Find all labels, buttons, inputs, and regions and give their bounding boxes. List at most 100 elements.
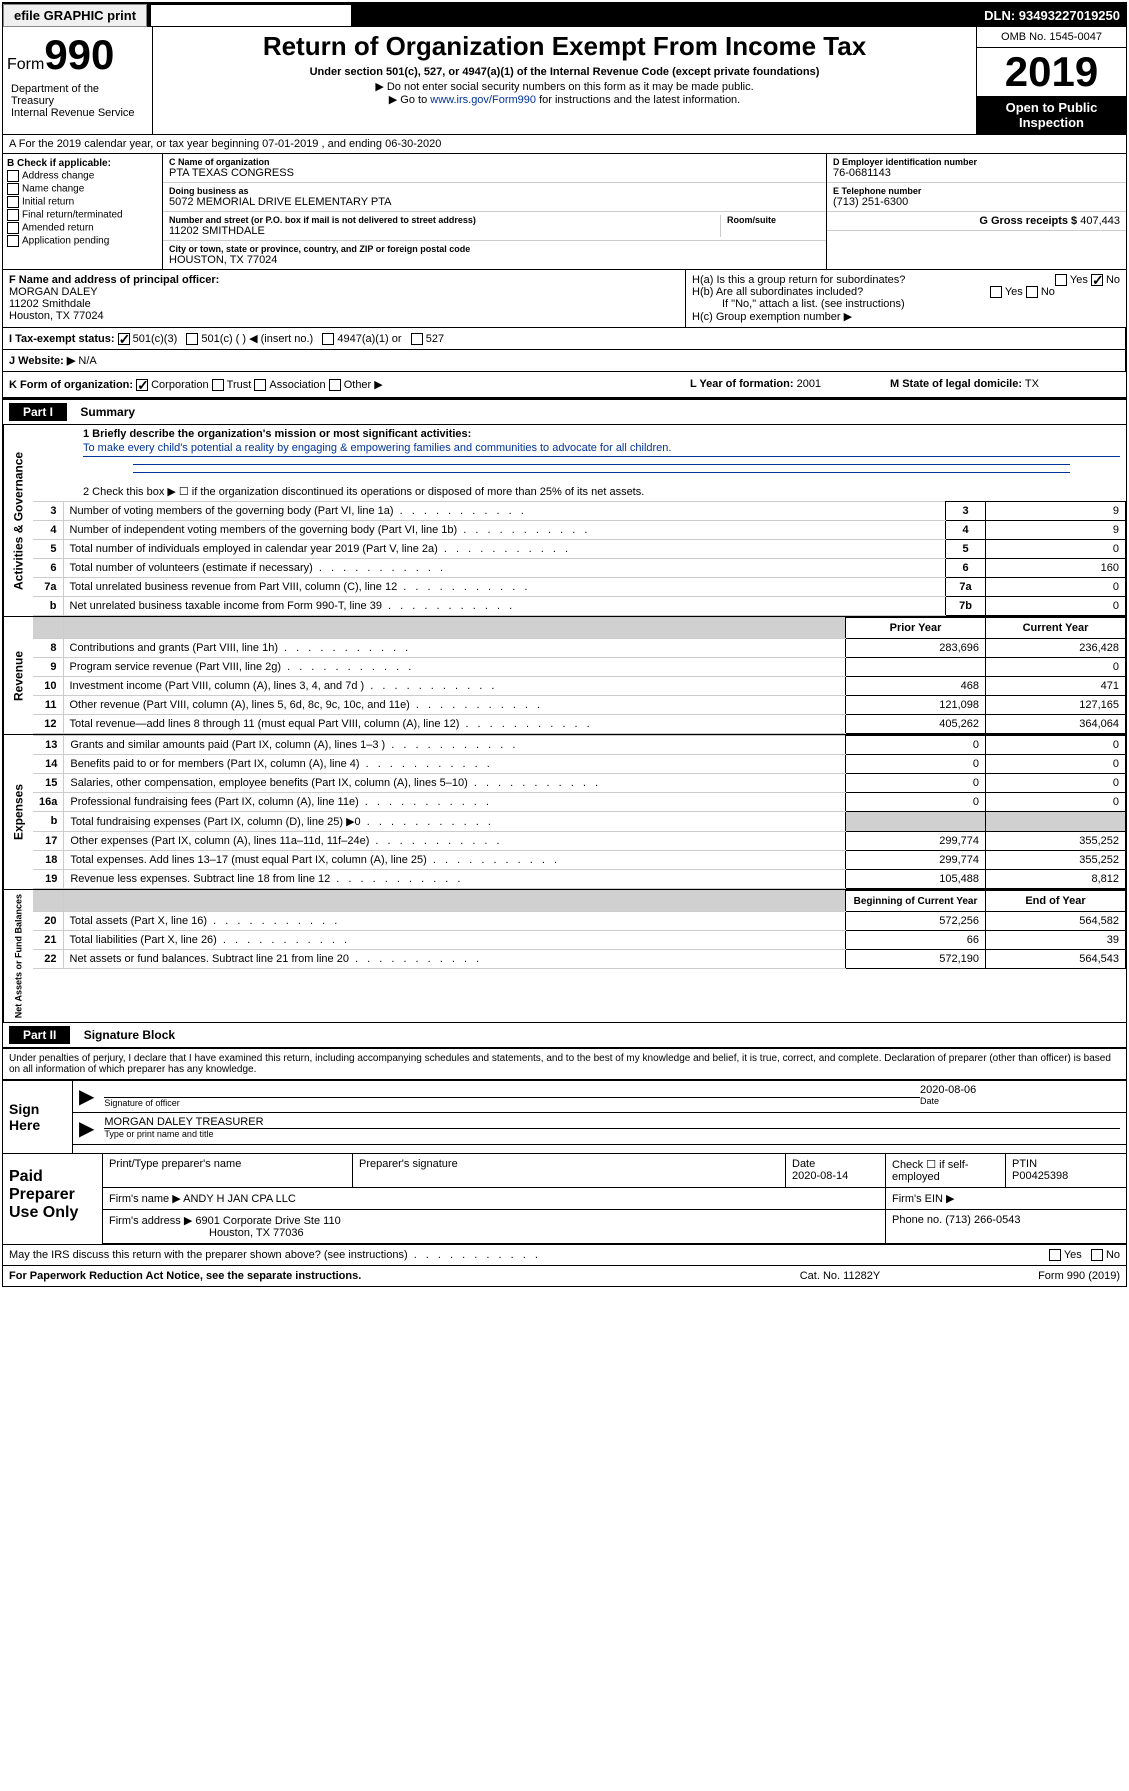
subtitle-1: Under section 501(c), 527, or 4947(a)(1)… <box>157 66 972 78</box>
name-arrow-icon: ▶ <box>79 1116 94 1141</box>
net-assets-table: Beginning of Current YearEnd of Year20To… <box>33 890 1126 969</box>
website-value: N/A <box>78 355 96 367</box>
expenses-table: 13Grants and similar amounts paid (Part … <box>33 735 1126 889</box>
print-name-label: Type or print name and title <box>104 1129 1120 1139</box>
revenue-table: Prior YearCurrent Year8Contributions and… <box>33 617 1126 734</box>
dln-label: DLN: 93493227019250 <box>984 8 1126 23</box>
form-footer: Form 990 (2019) <box>940 1270 1120 1282</box>
form-title: Return of Organization Exempt From Incom… <box>157 31 972 62</box>
dba-label: Doing business as <box>169 186 820 196</box>
room-label: Room/suite <box>727 215 820 225</box>
officer-addr2: Houston, TX 77024 <box>9 310 104 322</box>
application-pending-checkbox[interactable] <box>7 235 19 247</box>
website-label: J Website: ▶ <box>9 355 75 367</box>
corp-checkbox[interactable] <box>136 379 148 391</box>
open-public-badge: Open to PublicInspection <box>977 96 1126 134</box>
address-value: 11202 SMITHDALE <box>169 225 720 237</box>
line-2-checkbox-text: 2 Check this box ▶ ☐ if the organization… <box>33 482 1126 501</box>
hb-no-checkbox[interactable] <box>1026 286 1038 298</box>
ha-yes-checkbox[interactable] <box>1055 274 1067 286</box>
year-formation: 2001 <box>797 378 821 390</box>
signature-label: Signature of officer <box>104 1098 920 1108</box>
part-2-title: Signature Block <box>84 1028 175 1042</box>
firm-phone: (713) 266-0543 <box>945 1214 1020 1226</box>
form-org-label: K Form of organization: <box>9 379 133 391</box>
city-value: HOUSTON, TX 77024 <box>169 254 820 266</box>
hc-label: H(c) Group exemption number ▶ <box>692 310 1120 323</box>
officer-label: F Name and address of principal officer: <box>9 274 219 286</box>
paid-preparer-label: Paid Preparer Use Only <box>3 1154 103 1244</box>
assoc-checkbox[interactable] <box>254 379 266 391</box>
side-label-expenses: Expenses <box>3 735 33 889</box>
tax-year: 2019 <box>977 48 1126 96</box>
governance-table: 3Number of voting members of the governi… <box>33 501 1126 616</box>
hb-label: H(b) Are all subordinates included? <box>692 286 863 298</box>
irs-link[interactable]: www.irs.gov/Form990 <box>430 94 536 106</box>
ptin-value: P00425398 <box>1012 1170 1068 1182</box>
501c3-checkbox[interactable] <box>118 333 130 345</box>
trust-checkbox[interactable] <box>212 379 224 391</box>
section-b-checkboxes: B Check if applicable: Address change Na… <box>3 154 163 269</box>
part-1-title: Summary <box>80 405 135 419</box>
address-change-checkbox[interactable] <box>7 170 19 182</box>
officer-print-name: MORGAN DALEY TREASURER <box>104 1116 1120 1129</box>
ein-label: D Employer identification number <box>833 157 1120 167</box>
firm-name: ANDY H JAN CPA LLC <box>183 1193 296 1205</box>
ha-label: H(a) Is this a group return for subordin… <box>692 274 905 286</box>
ha-no-checkbox[interactable] <box>1091 274 1103 286</box>
dept-treasury: Department of the Treasury Internal Reve… <box>7 79 148 123</box>
address-label: Number and street (or P.O. box if mail i… <box>169 215 720 225</box>
part-1-header: Part I <box>9 403 67 421</box>
final-return-checkbox[interactable] <box>7 209 19 221</box>
form-number: Form990 <box>7 31 148 79</box>
efile-print-button[interactable]: efile GRAPHIC print <box>3 4 147 27</box>
part-2-header: Part II <box>9 1026 70 1044</box>
pra-notice: For Paperwork Reduction Act Notice, see … <box>9 1270 361 1282</box>
org-name-label: C Name of organization <box>169 157 820 167</box>
mission-label: 1 Briefly describe the organization's mi… <box>83 428 471 440</box>
name-change-checkbox[interactable] <box>7 183 19 195</box>
officer-name: MORGAN DALEY <box>9 286 98 298</box>
tax-year-range: A For the 2019 calendar year, or tax yea… <box>3 135 1126 154</box>
amended-return-checkbox[interactable] <box>7 222 19 234</box>
501c-checkbox[interactable] <box>186 333 198 345</box>
tax-exempt-label: I Tax-exempt status: <box>9 333 115 345</box>
discuss-yes-checkbox[interactable] <box>1049 1249 1061 1261</box>
signature-arrow-icon: ▶ <box>79 1084 94 1109</box>
signature-date: 2020-08-06 <box>920 1084 1120 1096</box>
side-label-revenue: Revenue <box>3 617 33 734</box>
sign-here-label: Sign Here <box>3 1081 73 1153</box>
discuss-question: May the IRS discuss this return with the… <box>9 1249 940 1261</box>
date-label: Date <box>920 1096 1120 1106</box>
firm-ein-label: Firm's EIN ▶ <box>892 1193 955 1205</box>
firm-address-2: Houston, TX 77036 <box>109 1227 304 1239</box>
city-label: City or town, state or province, country… <box>169 244 820 254</box>
cat-number: Cat. No. 11282Y <box>740 1270 940 1282</box>
side-label-governance: Activities & Governance <box>3 425 33 616</box>
side-label-net-assets: Net Assets or Fund Balances <box>3 890 33 1022</box>
telephone-value: (713) 251-6300 <box>833 196 1120 208</box>
discuss-no-checkbox[interactable] <box>1091 1249 1103 1261</box>
hb-yes-checkbox[interactable] <box>990 286 1002 298</box>
dba-value: 5072 MEMORIAL DRIVE ELEMENTARY PTA <box>169 196 820 208</box>
firm-address-1: 6901 Corporate Drive Ste 110 <box>195 1215 340 1227</box>
self-employed-check[interactable]: Check ☐ if self-employed <box>886 1154 1006 1187</box>
initial-return-checkbox[interactable] <box>7 196 19 208</box>
527-checkbox[interactable] <box>411 333 423 345</box>
hb-note: If "No," attach a list. (see instruction… <box>692 298 1120 310</box>
mission-text: To make every child's potential a realit… <box>83 440 1120 457</box>
submission-date-box: Submission Date - 2020-08-14 <box>151 5 351 26</box>
org-name: PTA TEXAS CONGRESS <box>169 167 820 179</box>
gross-receipts-value: 407,443 <box>1080 215 1120 227</box>
4947-checkbox[interactable] <box>322 333 334 345</box>
perjury-statement: Under penalties of perjury, I declare th… <box>3 1048 1126 1079</box>
state-domicile: TX <box>1025 378 1039 390</box>
officer-addr1: 11202 Smithdale <box>9 298 91 310</box>
top-toolbar: efile GRAPHIC print Submission Date - 20… <box>3 3 1126 27</box>
preparer-date: 2020-08-14 <box>792 1170 848 1182</box>
ein-value: 76-0681143 <box>833 167 1120 179</box>
other-checkbox[interactable] <box>329 379 341 391</box>
gross-receipts-label: G Gross receipts $ <box>979 215 1077 227</box>
subtitle-3: ▶ Go to www.irs.gov/Form990 for instruct… <box>157 93 972 106</box>
omb-number: OMB No. 1545-0047 <box>977 27 1126 48</box>
